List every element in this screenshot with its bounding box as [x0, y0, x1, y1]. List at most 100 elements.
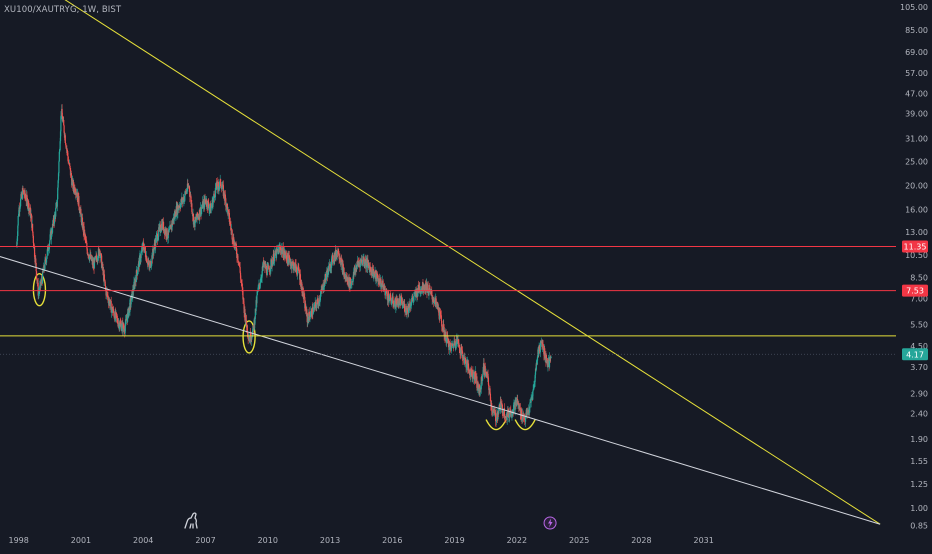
candle-body — [467, 363, 470, 369]
y-tick-label: 10.50 — [905, 251, 928, 260]
candle-body — [119, 322, 121, 324]
candle-body — [449, 343, 451, 347]
y-tick-label: 0.85 — [910, 521, 928, 530]
candle-body — [44, 259, 46, 270]
candle-body — [403, 304, 405, 307]
candle-body — [516, 399, 519, 405]
candle-body — [340, 259, 342, 266]
candle-body — [308, 311, 310, 316]
candle-body — [431, 294, 433, 300]
candle-body — [238, 262, 240, 266]
candle-body — [85, 239, 87, 242]
candle-body — [173, 214, 175, 221]
candle-body — [538, 348, 540, 356]
candle-body — [47, 250, 50, 251]
candle-body — [126, 312, 129, 322]
candle-body — [482, 373, 484, 377]
candle-body — [270, 259, 272, 269]
candle-body — [455, 345, 457, 347]
price-axis[interactable]: 105.00 85.00 69.00 57.00 47.00 39.00 31.00 25.0… — [900, 3, 928, 530]
candle-body — [111, 308, 113, 313]
candle-body — [157, 239, 159, 241]
candle-body — [365, 261, 367, 268]
candle-body — [427, 285, 429, 292]
candle-body — [291, 262, 294, 267]
candle-body — [273, 261, 275, 264]
candle-body — [532, 388, 535, 390]
candle-body — [63, 132, 66, 138]
candle-body — [105, 290, 108, 296]
candle-body — [359, 260, 361, 268]
candle-body — [241, 283, 243, 284]
candle-body — [170, 224, 173, 230]
candle-body — [290, 263, 292, 266]
candle-body — [67, 161, 70, 162]
candle-body — [74, 186, 76, 193]
candle-body — [507, 409, 509, 417]
candle-body — [269, 268, 272, 272]
candle-body — [138, 255, 141, 267]
candle-body — [289, 258, 291, 259]
candle-body — [519, 407, 521, 416]
time-axis[interactable]: 1998 2001 2004 2007 2010 2013 2016 2019 2022 2025… — [9, 536, 714, 545]
candle-body — [298, 267, 300, 271]
candle-body — [351, 281, 353, 284]
candle-body — [38, 291, 40, 293]
candle-body — [289, 258, 291, 263]
candle-body — [392, 304, 395, 306]
candle-body — [32, 231, 34, 236]
candle-body — [489, 393, 492, 402]
candle-body — [533, 383, 535, 385]
candle-body — [35, 258, 37, 264]
y-tick-label: 4.50 — [910, 342, 928, 351]
candle-body — [118, 322, 120, 329]
candle-body — [59, 131, 62, 142]
candle-body — [258, 283, 260, 285]
candle-body — [295, 268, 298, 270]
candle-body — [263, 261, 265, 265]
candle-body — [70, 172, 72, 178]
candle-body — [351, 281, 353, 282]
candle-body — [175, 216, 177, 218]
candle-body — [234, 242, 236, 248]
candle-body — [476, 376, 478, 388]
candle-body — [201, 207, 203, 209]
candle-body — [352, 276, 354, 282]
candle-body — [109, 300, 112, 304]
candle-body — [186, 183, 189, 191]
candle-body — [182, 199, 184, 202]
candle-body — [479, 388, 481, 396]
candle-body — [205, 199, 207, 204]
candle-body — [293, 263, 295, 271]
candle-body — [146, 262, 148, 263]
candle-body — [465, 360, 467, 368]
candle-body — [285, 252, 287, 256]
candle-body — [423, 288, 425, 292]
candle-body — [546, 359, 549, 367]
candle-body — [452, 343, 454, 347]
candle-body — [482, 366, 484, 374]
candle-body — [299, 274, 302, 286]
candle-body — [369, 266, 371, 272]
candle-body — [302, 287, 304, 298]
candle-body — [402, 302, 404, 305]
candle-body — [445, 331, 447, 343]
candle-body — [150, 261, 152, 267]
candle-body — [426, 291, 428, 293]
candle-body — [184, 191, 187, 192]
candle-body — [285, 255, 288, 260]
candle-body — [460, 346, 462, 356]
candle-body — [160, 231, 162, 232]
candle-body — [364, 263, 366, 265]
candle-body — [488, 389, 490, 391]
candle-body — [159, 224, 161, 232]
candle-body — [417, 285, 420, 290]
candle-body — [184, 196, 186, 201]
candle-body — [235, 243, 237, 248]
candle-body — [212, 197, 215, 201]
y-tick-label: 13.00 — [905, 228, 928, 237]
candle-body — [378, 278, 381, 285]
candle-body — [465, 365, 468, 368]
